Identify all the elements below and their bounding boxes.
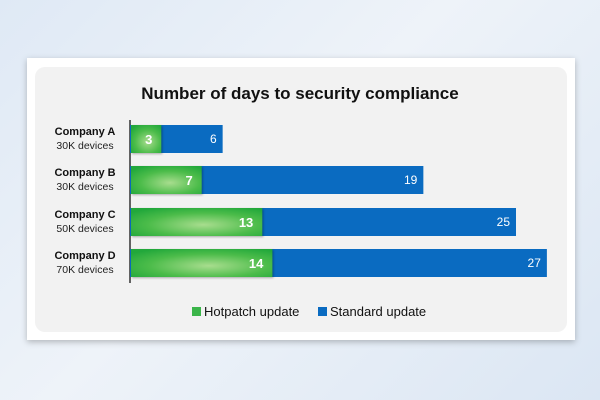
- data-label-hotpatch: 7: [185, 173, 192, 188]
- bar-hotpatch-update: [131, 249, 273, 277]
- data-label-standard: 19: [404, 173, 418, 187]
- legend-swatch-hotpatch: [192, 307, 201, 316]
- data-label-standard: 6: [210, 132, 217, 146]
- data-label-hotpatch: 14: [249, 256, 264, 271]
- chart-title: Number of days to security compliance: [141, 84, 458, 103]
- legend-label-hotpatch: Hotpatch update: [204, 304, 299, 319]
- category-label: Company A: [55, 126, 116, 138]
- category-label: Company C: [54, 209, 115, 221]
- data-label-standard: 25: [497, 215, 511, 229]
- data-label-hotpatch: 3: [145, 132, 152, 147]
- category-subtitle: 30K devices: [56, 140, 113, 152]
- category-subtitle: 30K devices: [56, 181, 113, 193]
- chart-panel: [35, 67, 567, 332]
- bar-hotpatch-update: [131, 208, 263, 236]
- data-label-standard: 27: [528, 256, 542, 270]
- bar-hotpatch-update: [131, 125, 162, 153]
- category-label: Company D: [54, 250, 115, 262]
- category-subtitle: 50K devices: [56, 223, 113, 235]
- category-subtitle: 70K devices: [56, 264, 113, 276]
- category-label: Company B: [54, 167, 115, 179]
- bar-hotpatch-update: [131, 166, 202, 194]
- legend-swatch-standard: [318, 307, 327, 316]
- chart-card: [27, 58, 575, 340]
- legend-label-standard: Standard update: [330, 304, 426, 319]
- data-label-hotpatch: 13: [239, 215, 253, 230]
